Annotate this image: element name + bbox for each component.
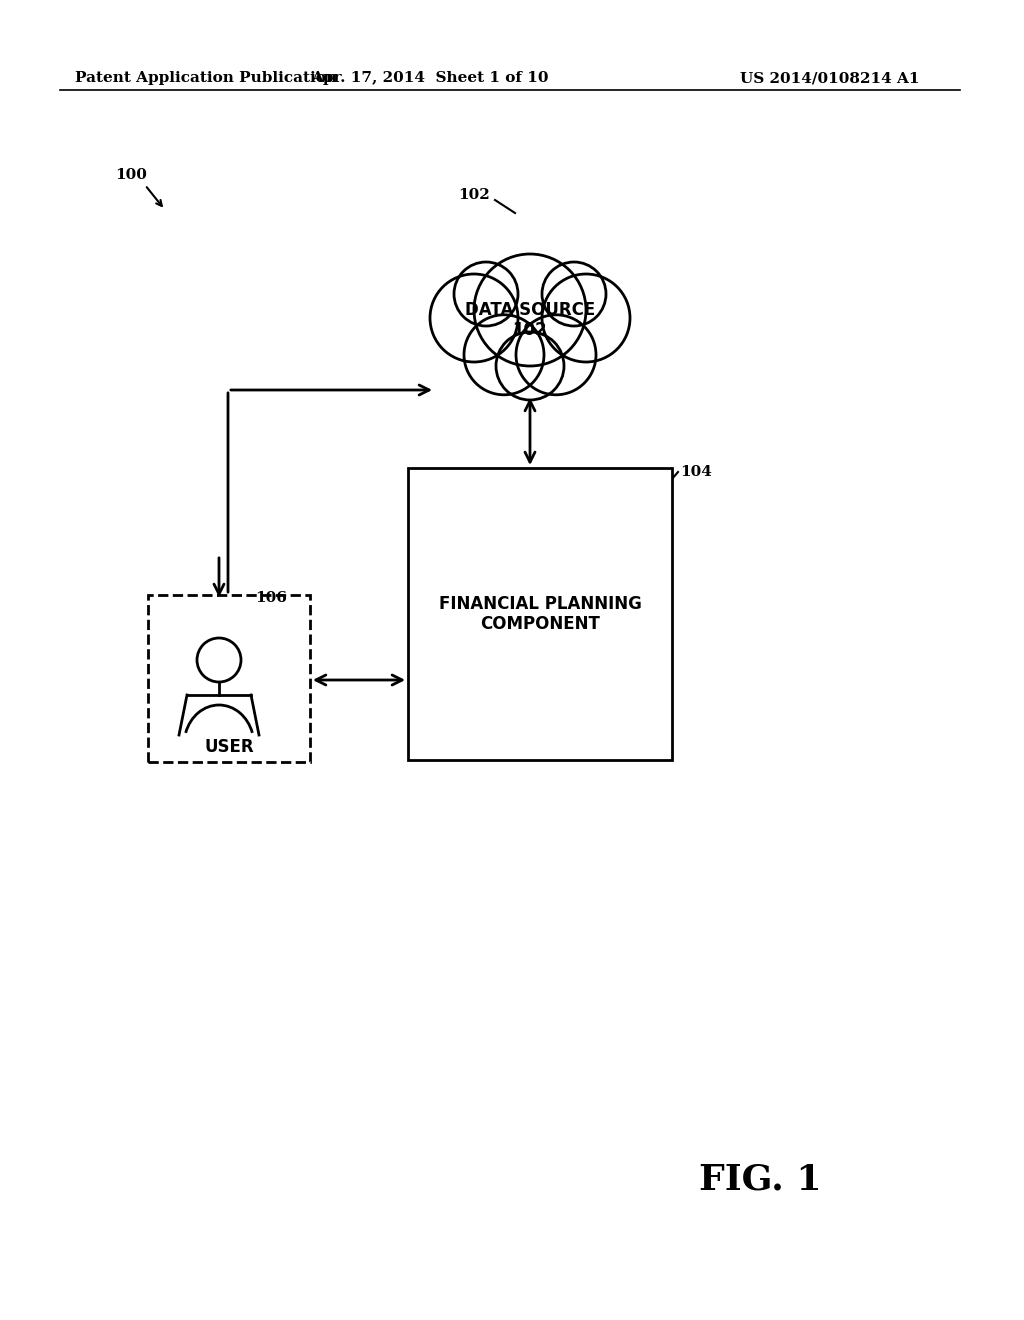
Bar	[408, 469, 672, 760]
Circle shape	[516, 314, 596, 395]
Text: FINANCIAL PLANNING
COMPONENT: FINANCIAL PLANNING COMPONENT	[438, 594, 641, 634]
Text: Patent Application Publication: Patent Application Publication	[75, 71, 337, 84]
Text: 100: 100	[115, 168, 146, 182]
Circle shape	[430, 275, 518, 362]
Text: 102: 102	[459, 187, 490, 202]
Circle shape	[542, 275, 630, 362]
Circle shape	[542, 261, 606, 326]
Text: 104: 104	[680, 465, 712, 479]
Text: 106: 106	[255, 591, 287, 605]
Text: DATA SOURCE
102: DATA SOURCE 102	[465, 301, 595, 339]
Circle shape	[496, 333, 564, 400]
Text: FIG. 1: FIG. 1	[698, 1163, 821, 1197]
Circle shape	[474, 253, 586, 366]
Bar	[148, 595, 310, 762]
Circle shape	[454, 261, 518, 326]
Text: US 2014/0108214 A1: US 2014/0108214 A1	[740, 71, 920, 84]
Text: Apr. 17, 2014  Sheet 1 of 10: Apr. 17, 2014 Sheet 1 of 10	[311, 71, 549, 84]
Circle shape	[464, 314, 544, 395]
Text: USER: USER	[204, 738, 254, 756]
